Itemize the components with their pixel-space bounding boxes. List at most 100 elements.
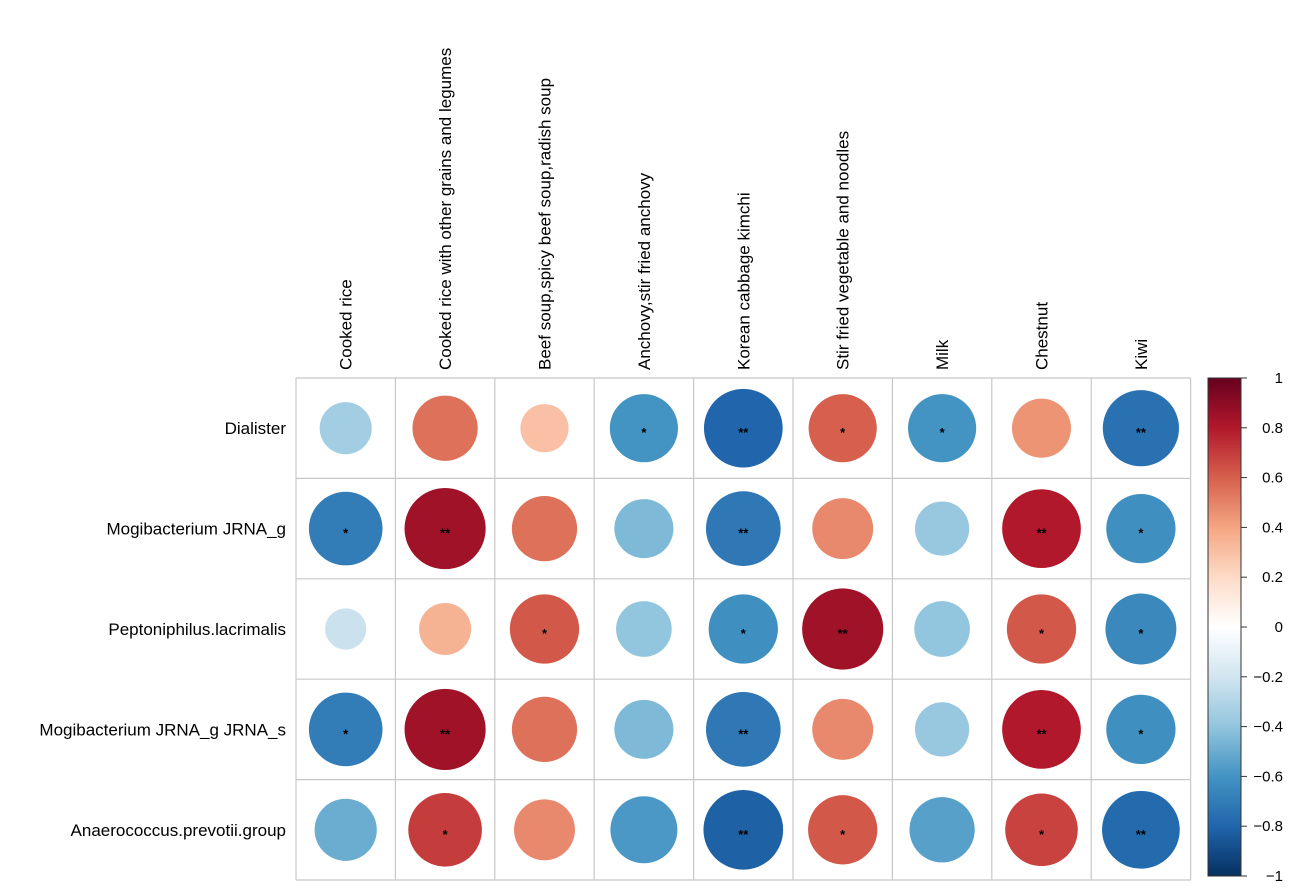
colorbar-tick-label: 1 xyxy=(1275,370,1283,387)
significance-marker: ** xyxy=(738,726,749,741)
correlation-circle xyxy=(1006,594,1077,664)
correlation-circle xyxy=(703,388,783,468)
significance-marker: ** xyxy=(738,526,749,541)
column-labels: Cooked rice Cooked rice with other grains… xyxy=(337,48,1151,370)
significance-marker: * xyxy=(1138,526,1144,541)
grid xyxy=(295,377,1192,881)
correlation-circle xyxy=(1105,593,1177,665)
correlation-circle xyxy=(914,702,970,757)
correlation-circle xyxy=(412,395,478,461)
column-label: Cooked rice xyxy=(337,279,356,370)
correlation-circle xyxy=(319,402,372,455)
significance-marker: * xyxy=(840,827,846,842)
colorbar-tick-label: 0.4 xyxy=(1262,519,1283,536)
column-label: Cooked rice with other grains and legume… xyxy=(436,48,455,370)
correlation-circle xyxy=(314,798,377,861)
row-label: Mogibacterium JRNA_g JRNA_s xyxy=(39,720,286,739)
column-label: Anchovy,stir fried anchovy xyxy=(635,172,654,370)
correlation-circle xyxy=(1106,694,1176,765)
correlation-circle xyxy=(419,602,472,656)
significance-marker: * xyxy=(1138,626,1144,641)
correlation-circle xyxy=(808,394,877,463)
correlation-circle xyxy=(614,499,674,559)
column-label: Chestnut xyxy=(1033,302,1052,370)
correlation-circle xyxy=(1102,390,1180,467)
correlation-circle xyxy=(514,799,575,861)
row-label: Dialister xyxy=(225,419,287,438)
correlation-circle xyxy=(1102,790,1180,869)
significance-marker: * xyxy=(840,425,846,440)
colorbar-tick-label: 0.6 xyxy=(1262,470,1283,487)
correlation-circle xyxy=(708,594,778,664)
correlation-circle xyxy=(705,692,781,767)
correlation-circle xyxy=(1002,690,1081,769)
correlation-circle xyxy=(520,404,569,453)
significance-marker: ** xyxy=(1136,425,1147,440)
significance-marker: ** xyxy=(738,425,749,440)
correlation-circle xyxy=(616,601,672,657)
row-label: Mogibacterium JRNA_g xyxy=(106,520,286,539)
colorbar-tick-label: −0.2 xyxy=(1253,669,1283,686)
column-label: Korean cabbage kimchi xyxy=(734,192,753,370)
significance-marker: ** xyxy=(838,626,849,641)
colorbar-tick-label: 0.2 xyxy=(1262,569,1283,586)
column-label: Milk xyxy=(933,339,952,370)
correlation-circle xyxy=(308,491,383,566)
correlation-circle xyxy=(509,594,580,664)
correlation-circle xyxy=(802,588,884,670)
row-label: Anaerococcus.prevotii.group xyxy=(71,821,286,840)
correlation-circle xyxy=(325,608,367,650)
significance-marker: ** xyxy=(1036,526,1047,541)
correlation-circle xyxy=(404,688,486,770)
colorbar-tick-label: −1 xyxy=(1266,868,1283,885)
correlation-circle xyxy=(1005,793,1078,867)
column-label: Stir fried vegetable and noodles xyxy=(834,131,853,370)
correlation-circle xyxy=(908,394,977,463)
significance-marker: * xyxy=(443,827,449,842)
correlation-circle xyxy=(408,792,482,867)
significance-marker: ** xyxy=(1036,726,1047,741)
correlation-circles: * ** * * *** ** ** ** ** * ** * ** ** ** ** ** ** * * ** xyxy=(308,388,1180,870)
correlation-circle xyxy=(609,394,678,463)
row-labels: Dialister Mogibacterium JRNA_g Peptoniphil… xyxy=(39,419,286,840)
colorbar xyxy=(1207,377,1242,877)
correlation-circle xyxy=(614,699,674,759)
correlation-circle xyxy=(914,601,970,657)
correlation-circle xyxy=(511,696,578,763)
colorbar-tick-label: −0.8 xyxy=(1253,818,1283,835)
significance-marker: * xyxy=(641,425,647,440)
correlation-circle xyxy=(705,491,781,566)
significance-marker: ** xyxy=(738,827,749,842)
correlation-circle xyxy=(1002,489,1081,568)
correlation-circle xyxy=(703,789,784,870)
colorbar-legend: 1 0.8 0.6 0.4 0.2 0 −0.2 −0.4 −0.6 −0.8 −1 xyxy=(1207,370,1283,885)
significance-marker: * xyxy=(741,626,747,641)
significance-marker: * xyxy=(542,626,548,641)
correlation-circle xyxy=(511,495,578,562)
colorbar-tick-label: 0 xyxy=(1275,619,1283,636)
correlation-circle xyxy=(812,698,874,760)
correlation-circle xyxy=(1011,398,1072,458)
significance-marker: * xyxy=(343,726,349,741)
correlation-circle xyxy=(404,488,486,570)
correlation-circle xyxy=(914,501,970,556)
colorbar-tick-label: −0.4 xyxy=(1253,719,1283,736)
column-label: Kiwi xyxy=(1132,339,1151,370)
correlation-circle xyxy=(1106,493,1176,564)
significance-marker: * xyxy=(940,425,946,440)
significance-marker: ** xyxy=(440,526,451,541)
column-label: Beef soup,spicy beef soup,radish soup xyxy=(536,78,555,370)
significance-marker: * xyxy=(1039,626,1045,641)
row-label: Peptoniphilus.lacrimalis xyxy=(108,620,286,639)
significance-marker: ** xyxy=(440,726,451,741)
correlation-circle xyxy=(308,692,383,767)
colorbar-tick-label: −0.6 xyxy=(1253,768,1283,785)
correlation-circle xyxy=(808,795,878,865)
correlation-circle xyxy=(812,498,874,560)
colorbar-tick-label: 0.8 xyxy=(1262,420,1283,437)
significance-marker: ** xyxy=(1136,827,1147,842)
correlation-circle xyxy=(909,797,975,863)
significance-marker: * xyxy=(1039,827,1045,842)
significance-marker: * xyxy=(1138,726,1144,741)
